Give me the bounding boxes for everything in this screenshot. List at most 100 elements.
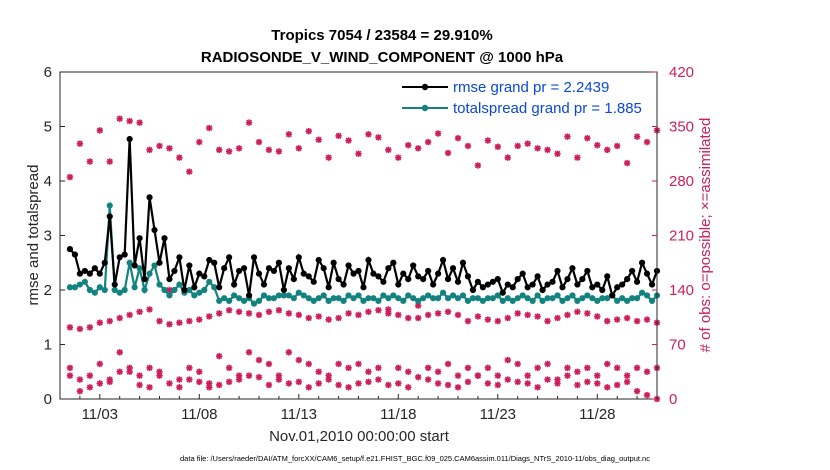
obs-assimilated-marker bbox=[196, 378, 203, 386]
obs-assimilated-marker bbox=[614, 142, 621, 150]
obs-assimilated-marker bbox=[265, 381, 273, 389]
chart-title: Tropics 7054 / 23584 = 29.910% bbox=[271, 27, 492, 44]
y-axis-label: rmse and totalspread bbox=[25, 165, 42, 306]
totalspread-point bbox=[231, 292, 238, 299]
rmse-point bbox=[599, 286, 606, 294]
asterisk-stroke bbox=[176, 376, 183, 383]
obs-assimilated-marker bbox=[375, 134, 382, 141]
rmse-point bbox=[236, 267, 243, 275]
asterisk-stroke bbox=[76, 140, 83, 147]
asterisk-stroke bbox=[216, 146, 223, 153]
rmse-point bbox=[484, 281, 491, 288]
obs-assimilated-marker bbox=[216, 310, 223, 317]
obs-assimilated-marker bbox=[176, 384, 183, 391]
asterisk-stroke bbox=[96, 127, 103, 134]
asterisk-stroke bbox=[614, 316, 621, 323]
asterisk-stroke bbox=[315, 368, 322, 375]
obs-assimilated-marker bbox=[623, 314, 631, 322]
rmse-point bbox=[240, 265, 248, 272]
obs-assimilated-marker bbox=[554, 314, 561, 322]
asterisk-stroke bbox=[445, 360, 452, 367]
obs-assimilated-marker bbox=[633, 317, 641, 325]
asterisk-stroke bbox=[544, 376, 551, 383]
obs-assimilated-marker bbox=[474, 313, 482, 320]
rmse-point bbox=[494, 276, 501, 283]
rmse-point bbox=[559, 284, 566, 291]
asterisk-stroke bbox=[305, 360, 312, 367]
obs-assimilated-marker bbox=[424, 364, 432, 372]
obs-assimilated-marker bbox=[365, 378, 372, 386]
obs-assimilated-marker bbox=[176, 376, 183, 383]
obs-assimilated-marker bbox=[86, 384, 94, 391]
rmse-point bbox=[151, 226, 158, 234]
asterisk-stroke bbox=[96, 319, 103, 326]
asterisk-stroke bbox=[604, 318, 611, 325]
totalspread-point bbox=[345, 292, 352, 299]
data-series bbox=[66, 135, 661, 307]
asterisk-stroke bbox=[136, 382, 143, 388]
asterisk-stroke bbox=[256, 139, 262, 146]
obs-assimilated-marker bbox=[275, 376, 283, 383]
rmse-point bbox=[648, 281, 656, 288]
x-tick-label: 11/13 bbox=[281, 406, 317, 423]
asterisk-stroke bbox=[554, 315, 561, 321]
totalspread-point bbox=[499, 297, 506, 304]
asterisk-stroke bbox=[86, 324, 93, 331]
asterisk-stroke bbox=[335, 382, 342, 388]
totalspread-point bbox=[226, 297, 233, 304]
asterisk-stroke bbox=[494, 382, 501, 388]
rmse-point bbox=[390, 259, 397, 266]
obs-assimilated-marker bbox=[415, 145, 422, 152]
obs-assimilated-marker bbox=[524, 311, 531, 319]
asterisk-stroke bbox=[644, 392, 651, 399]
obs-assimilated-marker bbox=[574, 381, 581, 389]
obs-assimilated-marker bbox=[265, 146, 273, 154]
asterisk-stroke bbox=[196, 378, 203, 385]
rmse-point bbox=[111, 281, 118, 288]
obs-assimilated-marker bbox=[594, 372, 601, 379]
rmse-point bbox=[211, 259, 218, 266]
rmse-point bbox=[231, 281, 238, 288]
obs-assimilated-marker bbox=[524, 140, 531, 147]
obs-assimilated-marker bbox=[245, 310, 253, 317]
asterisk-stroke bbox=[315, 380, 322, 387]
asterisk-stroke bbox=[425, 139, 432, 146]
totalspread-point bbox=[86, 286, 93, 294]
asterisk-stroke bbox=[86, 372, 93, 379]
obs-assimilated-marker bbox=[444, 308, 452, 315]
asterisk-stroke bbox=[256, 357, 262, 364]
totalspread-point bbox=[380, 292, 387, 299]
asterisk-stroke bbox=[494, 372, 501, 379]
obs-assimilated-marker bbox=[405, 384, 412, 391]
asterisk-stroke bbox=[246, 349, 253, 356]
asterisk-stroke bbox=[196, 368, 203, 375]
rmse-point bbox=[310, 278, 317, 285]
obs-assimilated-marker bbox=[614, 316, 621, 323]
totalspread-point bbox=[415, 297, 422, 304]
obs-assimilated-marker bbox=[355, 380, 362, 387]
obs-assimilated-marker bbox=[166, 145, 173, 152]
legend: rmse grand pr = 2.2439 totalspread grand… bbox=[397, 74, 654, 120]
totalspread-point bbox=[579, 295, 586, 302]
rmse-point bbox=[589, 284, 596, 291]
asterisk-stroke bbox=[524, 380, 531, 387]
rmse-point bbox=[196, 270, 203, 277]
asterisk-stroke bbox=[106, 158, 113, 165]
obs-assimilated-marker bbox=[415, 374, 422, 381]
asterisk-stroke bbox=[425, 376, 432, 383]
asterisk-stroke bbox=[445, 308, 452, 315]
x-tick-label: 11/23 bbox=[480, 406, 516, 423]
x-tick-label: 11/03 bbox=[82, 406, 118, 423]
obs-assimilated-marker bbox=[464, 364, 472, 372]
asterisk-stroke bbox=[315, 313, 322, 320]
obs-assimilated-marker bbox=[544, 146, 551, 154]
asterisk-stroke bbox=[325, 376, 332, 383]
rmse-point bbox=[469, 286, 477, 294]
obs-assimilated-marker bbox=[534, 145, 541, 152]
rmse-point bbox=[474, 278, 481, 285]
obs-assimilated-marker bbox=[375, 364, 382, 372]
rmse-point bbox=[255, 270, 263, 277]
rmse-point bbox=[479, 284, 486, 291]
obs-assimilated-marker bbox=[96, 380, 103, 387]
